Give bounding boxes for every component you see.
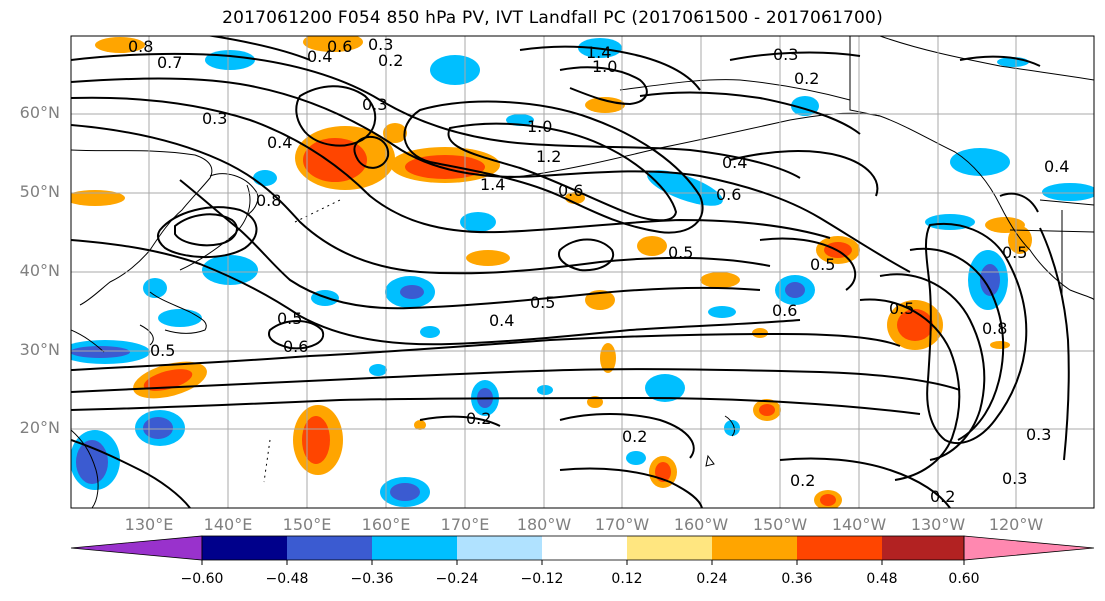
colorbar-tick-label: −0.60 (180, 571, 224, 587)
colorbar-tick-label: 0.12 (611, 571, 643, 587)
colorbar-tick-label: 0.60 (948, 571, 980, 587)
ivt-contours (71, 36, 1070, 508)
colorbar-bin (542, 536, 627, 560)
colorbar-bin (882, 536, 964, 560)
colorbar-bin (457, 536, 542, 560)
contour-label: 0.2 (794, 69, 819, 88)
colorbar-extend-low (70, 535, 203, 561)
map-frame (70, 35, 1095, 509)
contour-labels: 0.8 0.7 0.6 0.4 0.3 0.2 0.3 1.4 1.0 0.3 … (128, 35, 1069, 506)
lat-label: 50°N (19, 182, 60, 201)
lon-label: 170°E (440, 515, 490, 534)
colorbar-bin (797, 536, 882, 560)
colorbar (70, 535, 1095, 565)
colorbar-extend-high (963, 535, 1095, 561)
contour-label: 1.2 (536, 147, 561, 166)
lon-label: 170°W (594, 515, 650, 534)
contour-label: 0.6 (716, 185, 741, 204)
contour-label: 0.2 (378, 51, 403, 70)
map-title: 2017061200 F054 850 hPa PV, IVT Landfall… (222, 8, 883, 28)
colorbar-tick-label: 0.36 (781, 571, 813, 587)
lon-label: 180°W (516, 515, 572, 534)
contour-label: 0.3 (773, 45, 798, 64)
contour-label: 0.5 (810, 255, 835, 274)
colorbar-bin (712, 536, 797, 560)
colorbar-tick-label: 0.48 (866, 571, 898, 587)
lon-label: 120°W (988, 515, 1044, 534)
contour-label: 0.3 (368, 35, 393, 54)
contour-label: 0.3 (202, 109, 227, 128)
contour-label: 0.4 (489, 311, 514, 330)
lon-label: 130°E (124, 515, 174, 534)
contour-label: 0.5 (150, 341, 175, 360)
colorbar-bin (372, 536, 457, 560)
contour-label: 1.0 (527, 117, 552, 136)
contour-label: 0.5 (668, 243, 693, 262)
colorbar-bin (627, 536, 712, 560)
contour-label: 0.2 (930, 487, 955, 506)
lat-label: 30°N (19, 340, 60, 359)
colorbar-bin (287, 536, 372, 560)
contour-label: 0.3 (1026, 425, 1051, 444)
contour-label: 0.5 (1002, 243, 1027, 262)
contour-label: 0.4 (722, 153, 747, 172)
lon-label: 160°E (361, 515, 411, 534)
lon-label: 140°E (203, 515, 253, 534)
contour-label: 0.5 (889, 299, 914, 318)
lat-label: 20°N (19, 418, 60, 437)
contour-label: 0.6 (772, 301, 797, 320)
colorbar-tick-label: −0.24 (435, 571, 479, 587)
colorbar-bin (202, 536, 287, 560)
colorbar-tick-label: −0.12 (520, 571, 564, 587)
contour-label: 0.4 (267, 133, 292, 152)
lon-label: 150°E (282, 515, 332, 534)
contour-label: 0.7 (157, 53, 182, 72)
contour-label: 0.6 (283, 337, 308, 356)
contour-label: 0.6 (558, 181, 583, 200)
contour-label: 1.4 (586, 43, 611, 62)
contour-label: 0.2 (466, 409, 491, 428)
contour-label: 0.6 (327, 37, 352, 56)
contour-label: 1.4 (480, 175, 505, 194)
colorbar-tick-label: −0.48 (265, 571, 309, 587)
contour-label: 0.5 (530, 293, 555, 312)
contour-label: 0.8 (982, 319, 1007, 338)
lon-label: 130°W (910, 515, 966, 534)
lon-label: 140°W (831, 515, 887, 534)
colorbar-tick-label: 0.24 (696, 571, 728, 587)
lat-label: 60°N (19, 103, 60, 122)
contour-label: 0.3 (1002, 469, 1027, 488)
lon-label: 160°W (673, 515, 729, 534)
contour-label: 0.8 (256, 191, 281, 210)
contour-label: 0.8 (128, 37, 153, 56)
colorbar-tick-label: −0.36 (350, 571, 394, 587)
contour-label: 0.3 (362, 95, 387, 114)
lat-label: 40°N (19, 261, 60, 280)
lon-label: 150°W (752, 515, 808, 534)
contour-label: 0.2 (790, 471, 815, 490)
contour-label: 0.4 (1044, 157, 1069, 176)
contour-label: 0.2 (622, 427, 647, 446)
contour-label: 1.0 (592, 57, 617, 76)
contour-label: 0.4 (307, 47, 332, 66)
contour-label: 0.5 (277, 309, 302, 328)
